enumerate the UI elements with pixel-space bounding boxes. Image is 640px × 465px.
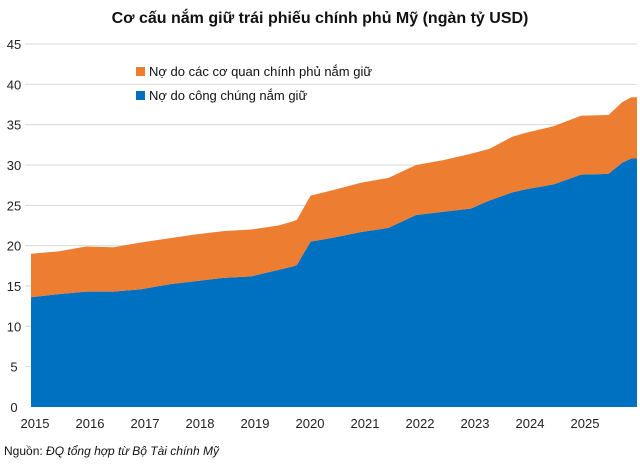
- x-tick-label: 2019: [241, 416, 270, 431]
- x-tick-label: 2015: [21, 416, 50, 431]
- legend-swatch-public: [136, 91, 145, 100]
- legend-swatch-agencies: [136, 67, 145, 76]
- x-tick-label: 2023: [461, 416, 490, 431]
- chart-title: Cơ cấu nắm giữ trái phiếu chính phủ Mỹ (…: [112, 8, 529, 27]
- x-tick-label: 2016: [76, 416, 105, 431]
- x-tick-label: 2022: [406, 416, 435, 431]
- x-tick-label: 2021: [351, 416, 380, 431]
- x-tick-label: 2017: [131, 416, 160, 431]
- y-tick-label: 35: [7, 118, 21, 133]
- y-tick-label: 45: [7, 37, 21, 52]
- legend-label-public: Nợ do công chúng nắm giữ: [149, 88, 307, 103]
- x-tick-label: 2025: [571, 416, 600, 431]
- x-tick-label: 2024: [516, 416, 545, 431]
- y-tick-label: 0: [10, 400, 17, 415]
- y-tick-label: 10: [7, 319, 21, 334]
- y-tick-label: 5: [10, 360, 17, 375]
- y-tick-label: 15: [7, 279, 21, 294]
- y-tick-label: 25: [7, 198, 21, 213]
- source-text: ĐQ tổng hợp từ Bộ Tài chính Mỹ: [46, 444, 220, 458]
- legend-label-agencies: Nợ do các cơ quan chính phủ nắm giữ: [149, 64, 372, 79]
- source-note: Nguồn: ĐQ tổng hợp từ Bộ Tài chính Mỹ: [4, 444, 220, 458]
- legend: Nợ do các cơ quan chính phủ nắm giữ Nợ d…: [136, 64, 372, 103]
- x-tick-label: 2020: [296, 416, 325, 431]
- y-tick-label: 20: [7, 239, 21, 254]
- area-agencies: [31, 97, 637, 298]
- y-tick-label: 40: [7, 77, 21, 92]
- area-public: [31, 158, 637, 407]
- source-label: Nguồn:: [4, 444, 43, 458]
- y-tick-label: 30: [7, 158, 21, 173]
- x-tick-label: 2018: [186, 416, 215, 431]
